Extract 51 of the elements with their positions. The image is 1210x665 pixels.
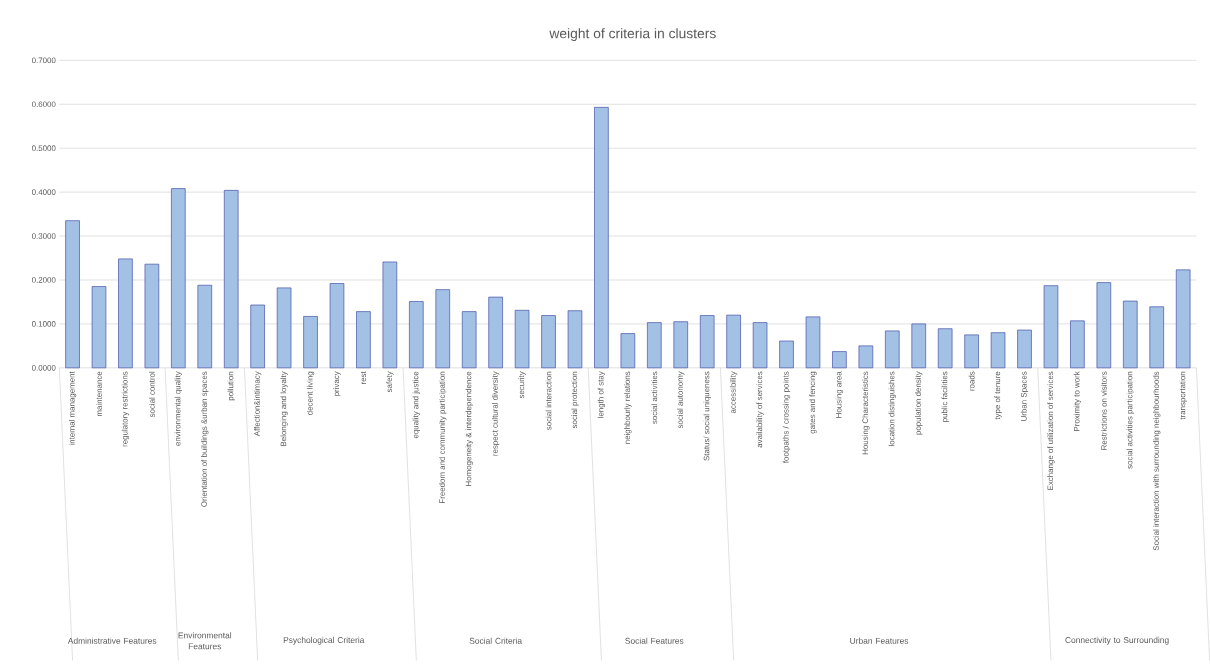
bar <box>779 340 794 368</box>
bar <box>1149 306 1164 368</box>
text: Psychological Criteria <box>283 636 365 645</box>
text: Social Criteria <box>469 637 523 644</box>
bar <box>726 314 741 368</box>
bar <box>620 333 636 368</box>
text: Urban Features <box>850 637 909 644</box>
text: Environmental Features <box>178 632 232 650</box>
bar <box>1043 285 1059 368</box>
bar <box>885 330 900 368</box>
text: Administrative Features <box>67 637 157 644</box>
bar <box>594 106 609 368</box>
bar <box>1096 282 1112 368</box>
bar <box>964 334 979 368</box>
bar <box>197 284 213 368</box>
bar <box>250 304 265 368</box>
bar <box>832 351 847 368</box>
bar <box>805 316 821 368</box>
bar <box>1070 320 1085 368</box>
bar <box>91 285 107 368</box>
bar <box>303 315 318 368</box>
bar <box>1017 329 1032 368</box>
bar <box>118 258 133 368</box>
bar <box>171 188 186 368</box>
bar <box>858 345 874 368</box>
bar <box>673 321 689 368</box>
bar <box>1123 300 1138 368</box>
bar <box>541 314 556 368</box>
bar <box>382 261 398 368</box>
bar <box>223 189 239 368</box>
bar <box>488 296 503 368</box>
bar <box>276 287 292 368</box>
bar <box>937 328 953 368</box>
bar <box>647 322 662 368</box>
bar <box>1175 269 1191 368</box>
bar <box>567 310 583 368</box>
bar <box>435 289 451 368</box>
bar <box>329 282 345 368</box>
bar <box>461 311 477 368</box>
text: Social Features <box>625 637 684 644</box>
bar <box>514 309 530 368</box>
text: Connectivity to Surrounding <box>1065 636 1169 645</box>
bar <box>990 332 1006 368</box>
bar <box>409 300 424 368</box>
bar <box>144 263 160 368</box>
bar <box>911 323 927 368</box>
bar <box>65 220 80 368</box>
bar <box>752 322 768 368</box>
bar <box>699 314 715 368</box>
bar <box>356 311 371 368</box>
chart-title: weight of criteria in clusters <box>549 27 716 41</box>
